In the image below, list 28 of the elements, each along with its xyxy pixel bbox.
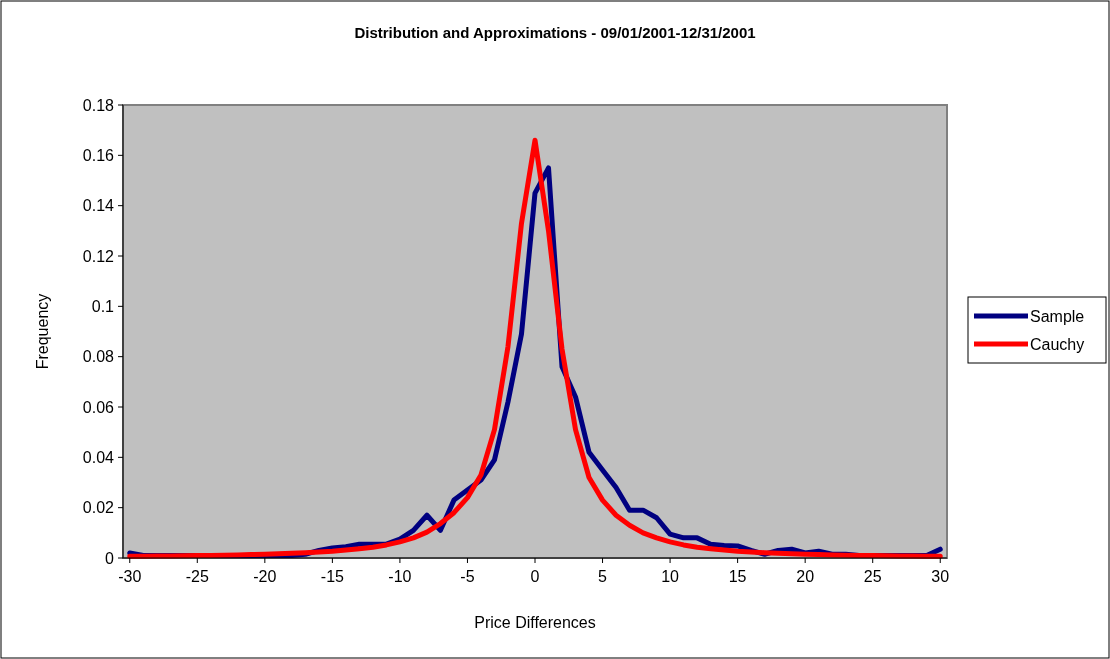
y-tick-label: 0.1 — [91, 297, 115, 315]
x-tick-label: 0 — [530, 568, 540, 585]
y-tick-label: 0.16 — [82, 146, 115, 164]
legend-label: Cauchy — [1030, 335, 1085, 353]
x-tick-label: -20 — [253, 568, 277, 585]
y-tick-label: 0.06 — [82, 398, 115, 416]
x-tick-label: -25 — [185, 568, 209, 585]
x-tick-label: 30 — [931, 568, 950, 585]
x-tick-label: 25 — [863, 568, 882, 585]
x-tick-label: 10 — [661, 568, 680, 585]
y-tick-label: 0.18 — [82, 96, 115, 114]
x-tick-label: 15 — [728, 568, 747, 585]
chart-title: Distribution and Approximations - 09/01/2001-12/31/2001 — [354, 24, 756, 41]
x-tick-label: -5 — [460, 568, 475, 585]
x-tick-label: 20 — [796, 568, 815, 585]
y-tick-label: 0.12 — [82, 247, 115, 265]
y-tick-label: 0 — [105, 549, 115, 567]
x-tick-label: 5 — [598, 568, 608, 585]
y-tick-label: 0.02 — [82, 499, 115, 517]
y-tick-label: 0.14 — [82, 197, 115, 215]
y-axis-title: Frequency — [34, 293, 51, 370]
legend-label: Sample — [1030, 307, 1085, 325]
x-axis-title: Price Differences — [474, 614, 596, 631]
y-tick-label: 0.04 — [82, 448, 115, 466]
x-tick-label: -10 — [388, 568, 412, 585]
x-tick-label: -30 — [118, 568, 142, 585]
y-tick-label: 0.08 — [82, 348, 115, 366]
x-tick-label: -15 — [320, 568, 345, 585]
